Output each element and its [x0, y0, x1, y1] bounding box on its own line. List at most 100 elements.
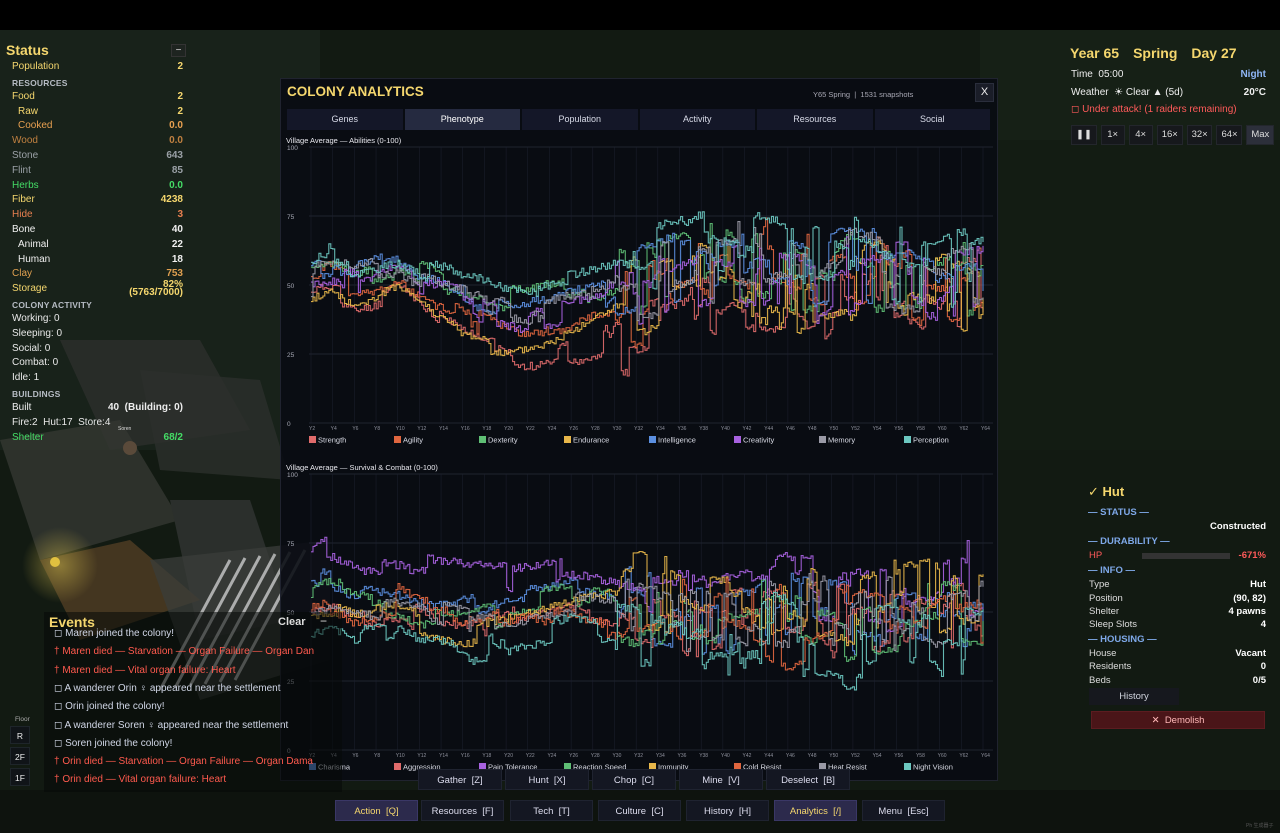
- x-tick-label: Y58: [916, 426, 925, 432]
- floor-button-2f[interactable]: 2F: [10, 747, 30, 765]
- info-row-sleep-slots: Sleep Slots 4: [1082, 618, 1272, 631]
- x-tick-label: Y36: [678, 426, 687, 432]
- speed-button-max[interactable]: Max: [1246, 124, 1274, 145]
- menu-menu-button[interactable]: Menu [Esc]: [862, 800, 945, 821]
- y-tick-label: 75: [287, 541, 295, 548]
- event-item: ◻ Maren joined the colony!: [54, 628, 175, 639]
- floor-button-r[interactable]: R: [10, 726, 30, 744]
- x-tick-label: Y8: [374, 753, 380, 759]
- resources-menu-button[interactable]: Resources [F]: [421, 800, 504, 821]
- events-minimize-button[interactable]: −: [320, 614, 328, 628]
- x-tick-label: Y6: [352, 753, 358, 759]
- speed-button-16[interactable]: 16×: [1156, 124, 1183, 145]
- info-row-type: Type Hut: [1082, 578, 1272, 591]
- x-tick-label: Y32: [634, 426, 643, 432]
- resource-label: Flint: [12, 164, 31, 176]
- status-collapse-button[interactable]: −: [171, 43, 186, 57]
- watermark: Ph 生成器子: [1246, 823, 1274, 829]
- gather-button[interactable]: Gather [Z]: [418, 769, 502, 790]
- resource-label: Animal: [18, 238, 49, 250]
- resource-value: 0.0: [169, 135, 183, 147]
- x-tick-label: Y28: [591, 753, 600, 759]
- speed-button-4[interactable]: 4×: [1128, 124, 1153, 145]
- x-tick-label: Y42: [743, 753, 752, 759]
- legend-swatch-immunity: [649, 763, 656, 770]
- floor-button-1f[interactable]: 1F: [10, 768, 30, 786]
- speed-button-64[interactable]: 64×: [1216, 124, 1243, 145]
- x-tick-label: Y24: [547, 753, 556, 759]
- action-menu-button[interactable]: Action [Q]: [335, 800, 418, 821]
- resource-row-clay: Clay 753: [6, 267, 186, 282]
- legend-swatch-strength: [309, 436, 316, 443]
- info-label: Position: [1089, 592, 1123, 604]
- series-line-heat-resist: [311, 573, 984, 652]
- floor-selector: Floor R 2F 1F: [10, 716, 30, 786]
- floor-list: R 2F 1F: [10, 726, 30, 786]
- resource-value: 40: [171, 223, 183, 235]
- info-value: Vacant: [1235, 648, 1266, 660]
- day-label: Day 27: [1191, 45, 1237, 61]
- raid-alert: ◻ Under attack! (1 raiders remaining): [1071, 104, 1237, 115]
- x-tick-label: Y30: [612, 753, 621, 759]
- legend-label-cold-resist: Cold Resist: [743, 763, 782, 772]
- resource-label: Wood: [12, 135, 38, 147]
- x-tick-label: Y54: [873, 426, 882, 432]
- legend-swatch-cold-resist: [734, 763, 741, 770]
- series-line-dexterity: [311, 223, 984, 317]
- analytics-menu-button[interactable]: Analytics [/]: [774, 800, 857, 821]
- analytics-tabs: Genes Phenotype Population Activity Resource…: [287, 109, 990, 130]
- tab-population[interactable]: Population: [522, 109, 638, 130]
- legend-swatch-memory: [819, 436, 826, 443]
- info-value: 0: [1260, 661, 1266, 673]
- info-row-house: House Vacant: [1082, 647, 1272, 660]
- durability-section-header: — DURABILITY —: [1088, 536, 1170, 548]
- close-button[interactable]: X: [975, 83, 994, 102]
- series-line-night-vision: [311, 591, 984, 691]
- x-tick-label: Y54: [873, 753, 882, 759]
- hunt-button[interactable]: Hunt [X]: [505, 769, 589, 790]
- tab-phenotype[interactable]: Phenotype: [404, 109, 520, 130]
- resource-value: 0.0: [169, 179, 183, 191]
- tab-activity[interactable]: Activity: [639, 109, 755, 130]
- tab-genes[interactable]: Genes: [287, 109, 403, 130]
- demolish-button[interactable]: ✕ Demolish: [1091, 711, 1265, 729]
- history-menu-button[interactable]: History [H]: [686, 800, 769, 821]
- x-tick-label: Y52: [851, 426, 860, 432]
- y-tick-label: 50: [287, 283, 295, 290]
- events-clear-button[interactable]: Clear: [278, 616, 306, 628]
- resource-label: Human: [18, 253, 51, 265]
- x-tick-label: Y40: [721, 753, 730, 759]
- speed-controls: ❚❚ 1× 4× 16× 32× 64× Max: [1064, 124, 1274, 145]
- season-label: Spring: [1133, 45, 1178, 61]
- history-button[interactable]: History: [1089, 688, 1179, 705]
- resource-label: Herbs: [12, 179, 39, 191]
- x-tick-label: Y10: [396, 426, 405, 432]
- resource-value: 4238: [160, 194, 183, 206]
- x-tick-label: Y34: [656, 753, 665, 759]
- built-label: Built: [12, 401, 32, 413]
- x-tick-label: Y64: [981, 426, 990, 432]
- x-tick-label: Y26: [569, 753, 578, 759]
- x-tick-label: Y16: [461, 426, 470, 432]
- x-tick-label: Y14: [439, 753, 448, 759]
- pause-button[interactable]: ❚❚: [1071, 124, 1097, 145]
- x-tick-label: Y12: [417, 426, 426, 432]
- resource-value: 2: [177, 105, 183, 117]
- mine-button[interactable]: Mine [V]: [679, 769, 763, 790]
- tech-menu-button[interactable]: Tech [T]: [510, 800, 593, 821]
- chop-button[interactable]: Chop [C]: [592, 769, 676, 790]
- speed-button-32[interactable]: 32×: [1186, 124, 1213, 145]
- resource-value: 82%: [162, 279, 183, 291]
- weather-row: Weather ☀ Clear ▲ (5d) 20°C: [1064, 84, 1274, 102]
- housing-section-header: — HOUSING —: [1088, 634, 1157, 646]
- legend-label-night-vision: Night Vision: [913, 763, 953, 772]
- speed-button-1[interactable]: 1×: [1100, 124, 1125, 145]
- deselect-button[interactable]: Deselect [B]: [766, 769, 850, 790]
- culture-menu-button[interactable]: Culture [C]: [598, 800, 681, 821]
- tab-social[interactable]: Social: [874, 109, 990, 130]
- series-line-perception: [311, 211, 984, 308]
- x-tick-label: Y18: [482, 426, 491, 432]
- event-item: ◻ Soren joined the colony!: [54, 737, 173, 749]
- tab-resources[interactable]: Resources: [757, 109, 873, 130]
- legend-label-intelligence: Intelligence: [658, 436, 696, 445]
